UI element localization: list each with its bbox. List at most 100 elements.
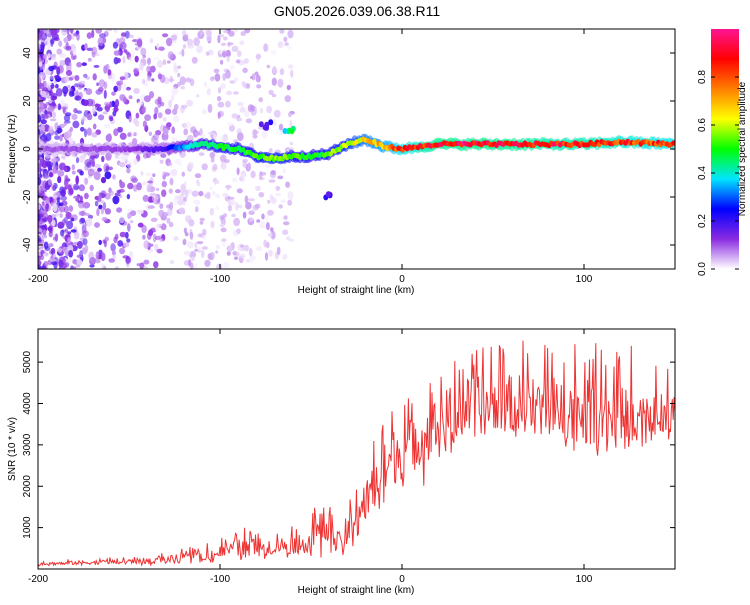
spectrogram-noise-cell — [49, 118, 57, 122]
spectrogram-noise-cell — [72, 120, 80, 129]
spectrogram-noise-cell — [220, 215, 225, 220]
spectrogram-noise-cell — [82, 203, 88, 207]
spectrogram-noise-cell — [89, 257, 97, 263]
spectrogram-noise-cell — [127, 223, 131, 232]
spectrogram-noise-cell — [51, 111, 57, 119]
spectrogram-noise-cell — [250, 105, 255, 112]
spectrogram-noise-cell — [47, 226, 53, 232]
spectrogram-noise-cell — [181, 104, 188, 109]
spectrogram-noise-cell — [85, 88, 93, 95]
spectrogram-noise-cell — [43, 30, 51, 34]
spectrogram-noise-cell — [126, 167, 131, 174]
spectrogram-noise-cell — [198, 152, 205, 156]
spectrogram-noise-cell — [248, 210, 255, 215]
spectrogram-noise-cell — [194, 248, 199, 252]
spectrogram-noise-cell — [127, 182, 134, 190]
spectrogram-noise-cell — [108, 166, 113, 171]
spectrogram-noise-cell — [227, 204, 232, 212]
spectrogram-noise-cell — [283, 36, 288, 43]
spectrogram-noise-cell — [140, 171, 144, 176]
spectrogram-noise-cell — [225, 70, 231, 79]
spectrogram-noise-cell — [268, 249, 273, 257]
spectrogram-noise-cell — [237, 101, 244, 107]
snr-frame — [37, 328, 676, 570]
spectrogram-noise-cell — [104, 236, 110, 242]
spectrogram-noise-cell — [126, 159, 133, 169]
spectrogram-noise-cell — [94, 164, 101, 169]
spectrogram-x-ticks: -200 -100 0 100 — [28, 29, 593, 285]
spectrogram-noise-cell — [279, 29, 285, 34]
spectrogram-noise-cell — [80, 154, 87, 159]
spectrogram-noise-cell — [199, 217, 205, 222]
spectrogram-noise-cell — [51, 219, 56, 227]
spectrogram-noise-cell — [240, 31, 246, 37]
spectrogram-noise-cell — [171, 126, 176, 134]
spectrogram-noise-cell — [49, 92, 55, 97]
spectrogram-noise-cell — [196, 241, 204, 245]
spectrogram-noise-cell — [110, 243, 116, 252]
spectrogram-noise-cell — [105, 29, 113, 32]
spectrogram-noise-cell — [48, 75, 55, 80]
spectrogram-noise-cell — [92, 123, 97, 130]
spectrogram-x-tick-label: -200 — [28, 274, 48, 285]
spectrogram-noise-cell — [278, 123, 284, 131]
spectrogram-noise-cell — [194, 241, 198, 249]
spectrogram-noise-cell — [98, 204, 103, 210]
spectrogram-noise-cell — [177, 81, 182, 87]
spectrogram-noise-cell — [163, 127, 169, 136]
spectrogram-noise-cell — [154, 106, 159, 115]
spectrogram-noise-cell — [71, 164, 76, 171]
spectrogram-noise-cell — [97, 37, 105, 47]
spectrogram-noise-cell — [204, 259, 211, 267]
spectrogram-noise-cell — [63, 37, 69, 43]
spectrogram-noise-cell — [173, 62, 177, 69]
spectrogram-noise-cell — [154, 243, 159, 252]
spectrogram-noise-cell — [163, 172, 170, 177]
spectrogram-noise-cell — [53, 75, 61, 79]
spectrogram-noise-cell — [60, 229, 65, 237]
spectrogram-noise-cell — [153, 261, 159, 269]
spectrogram-noise-cell — [123, 96, 128, 104]
spectrogram-noise-cell — [235, 202, 239, 211]
spectrogram-noise-cell — [286, 84, 291, 91]
spectrogram-noise-cell — [214, 74, 220, 79]
spectrogram-noise-cell — [243, 82, 247, 89]
spectrogram-noise-cell — [111, 100, 116, 108]
spectrogram-noise-cell — [220, 227, 227, 233]
spectrogram-noise-cell — [61, 106, 68, 110]
spectrogram-noise-cell — [288, 112, 292, 118]
spectrogram-noise-cell — [237, 204, 243, 209]
spectrogram-noise-cell — [38, 264, 42, 269]
spectrogram-noise-cell — [259, 170, 263, 180]
spectrogram-noise-cell — [181, 171, 185, 177]
spectrogram-noise-cell — [41, 227, 49, 231]
spectrogram-noise-cell — [177, 72, 181, 78]
spectrogram-noise-cell — [277, 175, 284, 180]
spectrogram-noise-cell — [38, 260, 42, 266]
spectrogram-noise-cell — [65, 112, 72, 117]
spectrogram-noise-cell — [47, 178, 52, 186]
spectrogram-noise-cell — [277, 78, 284, 88]
spectrogram-noise-cell — [254, 203, 261, 209]
spectrogram-noise-cell — [141, 106, 147, 114]
spectrogram-noise-cell — [93, 64, 100, 68]
spectrogram-noise-cell — [57, 103, 62, 111]
spectrogram-noise-cell — [130, 50, 135, 59]
spectrogram-noise-cell — [237, 132, 244, 142]
spectrogram-noise-cell — [170, 168, 178, 177]
spectrogram-noise-cell — [219, 223, 225, 228]
spectrogram-noise-cell — [245, 201, 252, 210]
spectrogram-noise-cell — [162, 117, 167, 122]
spectrogram-noise-cell — [41, 212, 49, 220]
spectrogram-noise-cell — [194, 206, 199, 213]
spectrogram-noise-cell — [75, 175, 79, 185]
spectrogram-noise-cell — [201, 108, 207, 115]
spectrogram-noise-cell — [82, 89, 87, 95]
spectrogram-noise-cell — [162, 59, 167, 66]
spectrogram-noise-cell — [167, 162, 173, 167]
spectrogram-noise-cell — [266, 105, 273, 114]
spectrogram-noise-cell — [215, 193, 221, 199]
spectrogram-noise-cell — [229, 64, 236, 70]
spectrogram-noise-cell — [226, 90, 233, 96]
spectrogram-noise-cell — [276, 246, 281, 256]
